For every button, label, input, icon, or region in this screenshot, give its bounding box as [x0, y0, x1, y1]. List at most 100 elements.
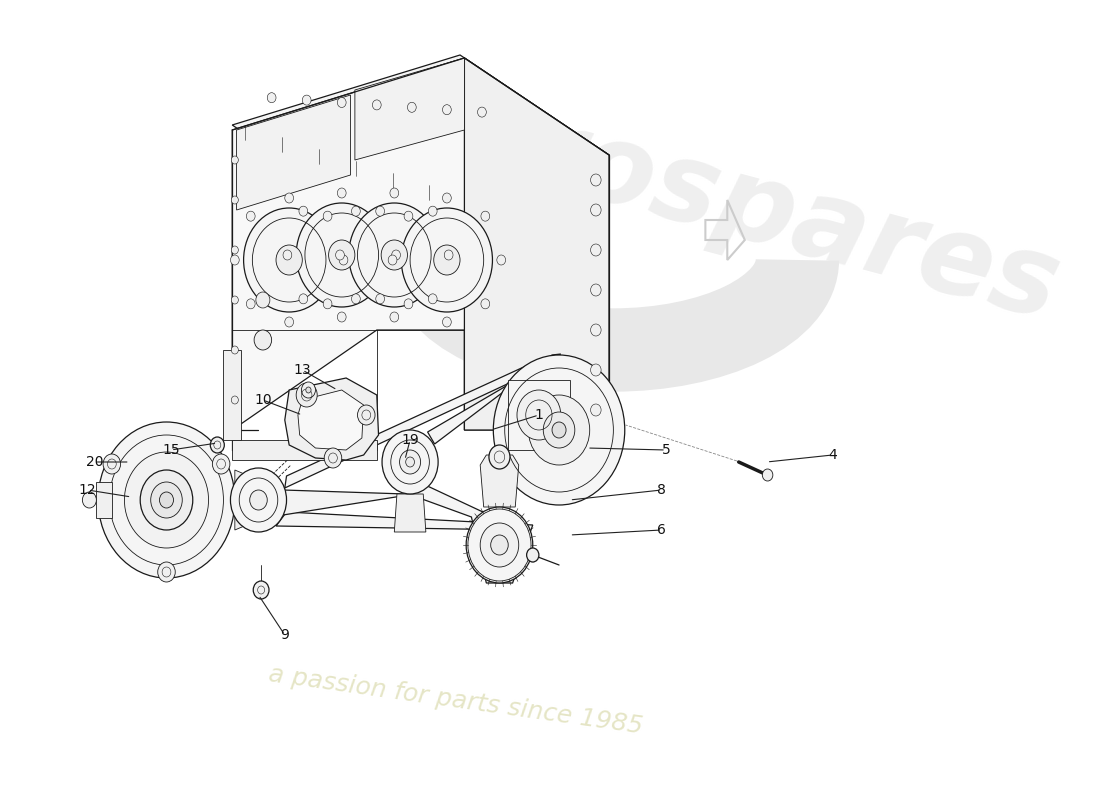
Circle shape: [338, 312, 346, 322]
Circle shape: [243, 208, 334, 312]
Circle shape: [302, 95, 311, 105]
Circle shape: [481, 299, 490, 309]
Circle shape: [339, 255, 348, 265]
Circle shape: [160, 492, 174, 508]
Text: 13: 13: [294, 363, 311, 377]
Polygon shape: [508, 380, 570, 450]
Polygon shape: [428, 354, 561, 444]
Circle shape: [591, 324, 601, 336]
Circle shape: [428, 206, 437, 216]
Circle shape: [389, 312, 398, 322]
Polygon shape: [234, 470, 263, 530]
Circle shape: [382, 430, 438, 494]
Text: 8: 8: [657, 483, 665, 497]
Circle shape: [231, 246, 239, 254]
Circle shape: [231, 396, 239, 404]
Circle shape: [442, 193, 451, 203]
Circle shape: [256, 292, 270, 308]
Text: 15: 15: [162, 443, 179, 457]
Text: a passion for parts since 1985: a passion for parts since 1985: [267, 662, 645, 738]
Polygon shape: [285, 358, 543, 488]
Circle shape: [491, 535, 508, 555]
Polygon shape: [285, 378, 378, 460]
Circle shape: [528, 395, 590, 465]
Circle shape: [477, 107, 486, 117]
Circle shape: [433, 245, 460, 275]
Polygon shape: [464, 58, 609, 430]
Polygon shape: [236, 95, 351, 210]
Polygon shape: [232, 440, 377, 460]
Circle shape: [82, 492, 97, 508]
Circle shape: [124, 452, 209, 548]
Circle shape: [481, 523, 519, 567]
Polygon shape: [232, 55, 609, 225]
Circle shape: [151, 482, 183, 518]
Circle shape: [212, 454, 230, 474]
Circle shape: [140, 470, 192, 530]
Polygon shape: [394, 494, 426, 532]
Text: 9: 9: [280, 628, 289, 642]
Circle shape: [267, 93, 276, 102]
Circle shape: [283, 250, 292, 260]
Circle shape: [285, 193, 294, 203]
Circle shape: [442, 105, 451, 114]
Circle shape: [231, 468, 286, 532]
Circle shape: [254, 330, 272, 350]
Circle shape: [591, 174, 601, 186]
Circle shape: [352, 294, 361, 304]
Circle shape: [399, 450, 420, 474]
Circle shape: [338, 188, 346, 198]
Circle shape: [231, 346, 239, 354]
Circle shape: [352, 206, 361, 216]
Circle shape: [552, 422, 567, 438]
Circle shape: [466, 507, 532, 583]
Circle shape: [324, 448, 342, 468]
Circle shape: [296, 383, 317, 407]
Text: 1: 1: [535, 408, 543, 422]
Circle shape: [231, 156, 239, 164]
Circle shape: [444, 250, 453, 260]
Circle shape: [591, 204, 601, 216]
Circle shape: [388, 255, 397, 265]
Circle shape: [376, 294, 385, 304]
Circle shape: [338, 98, 346, 107]
Circle shape: [392, 250, 400, 260]
Circle shape: [329, 240, 355, 270]
Circle shape: [406, 457, 415, 467]
Circle shape: [299, 294, 308, 304]
Circle shape: [323, 211, 332, 221]
Circle shape: [296, 203, 387, 307]
Circle shape: [323, 299, 332, 309]
Circle shape: [157, 562, 175, 582]
Circle shape: [376, 206, 385, 216]
Circle shape: [428, 294, 437, 304]
Circle shape: [407, 102, 416, 112]
Circle shape: [402, 208, 493, 312]
Text: 19: 19: [402, 433, 419, 447]
Polygon shape: [276, 482, 532, 583]
Text: 6: 6: [657, 523, 665, 537]
Polygon shape: [355, 58, 464, 160]
Circle shape: [442, 317, 451, 327]
Text: 10: 10: [254, 393, 272, 407]
Circle shape: [481, 211, 490, 221]
Circle shape: [488, 445, 510, 469]
Circle shape: [306, 387, 311, 393]
Circle shape: [349, 203, 440, 307]
Circle shape: [250, 490, 267, 510]
Polygon shape: [481, 455, 519, 507]
Polygon shape: [223, 350, 241, 440]
Polygon shape: [283, 490, 415, 515]
Text: eurospares: eurospares: [365, 58, 1071, 342]
Circle shape: [382, 240, 407, 270]
Circle shape: [543, 412, 575, 448]
Polygon shape: [97, 482, 112, 518]
Circle shape: [493, 355, 625, 505]
Circle shape: [103, 454, 121, 474]
Polygon shape: [232, 58, 609, 430]
Polygon shape: [298, 390, 364, 450]
Circle shape: [358, 405, 375, 425]
Circle shape: [246, 211, 255, 221]
Circle shape: [231, 196, 239, 204]
Circle shape: [404, 299, 412, 309]
